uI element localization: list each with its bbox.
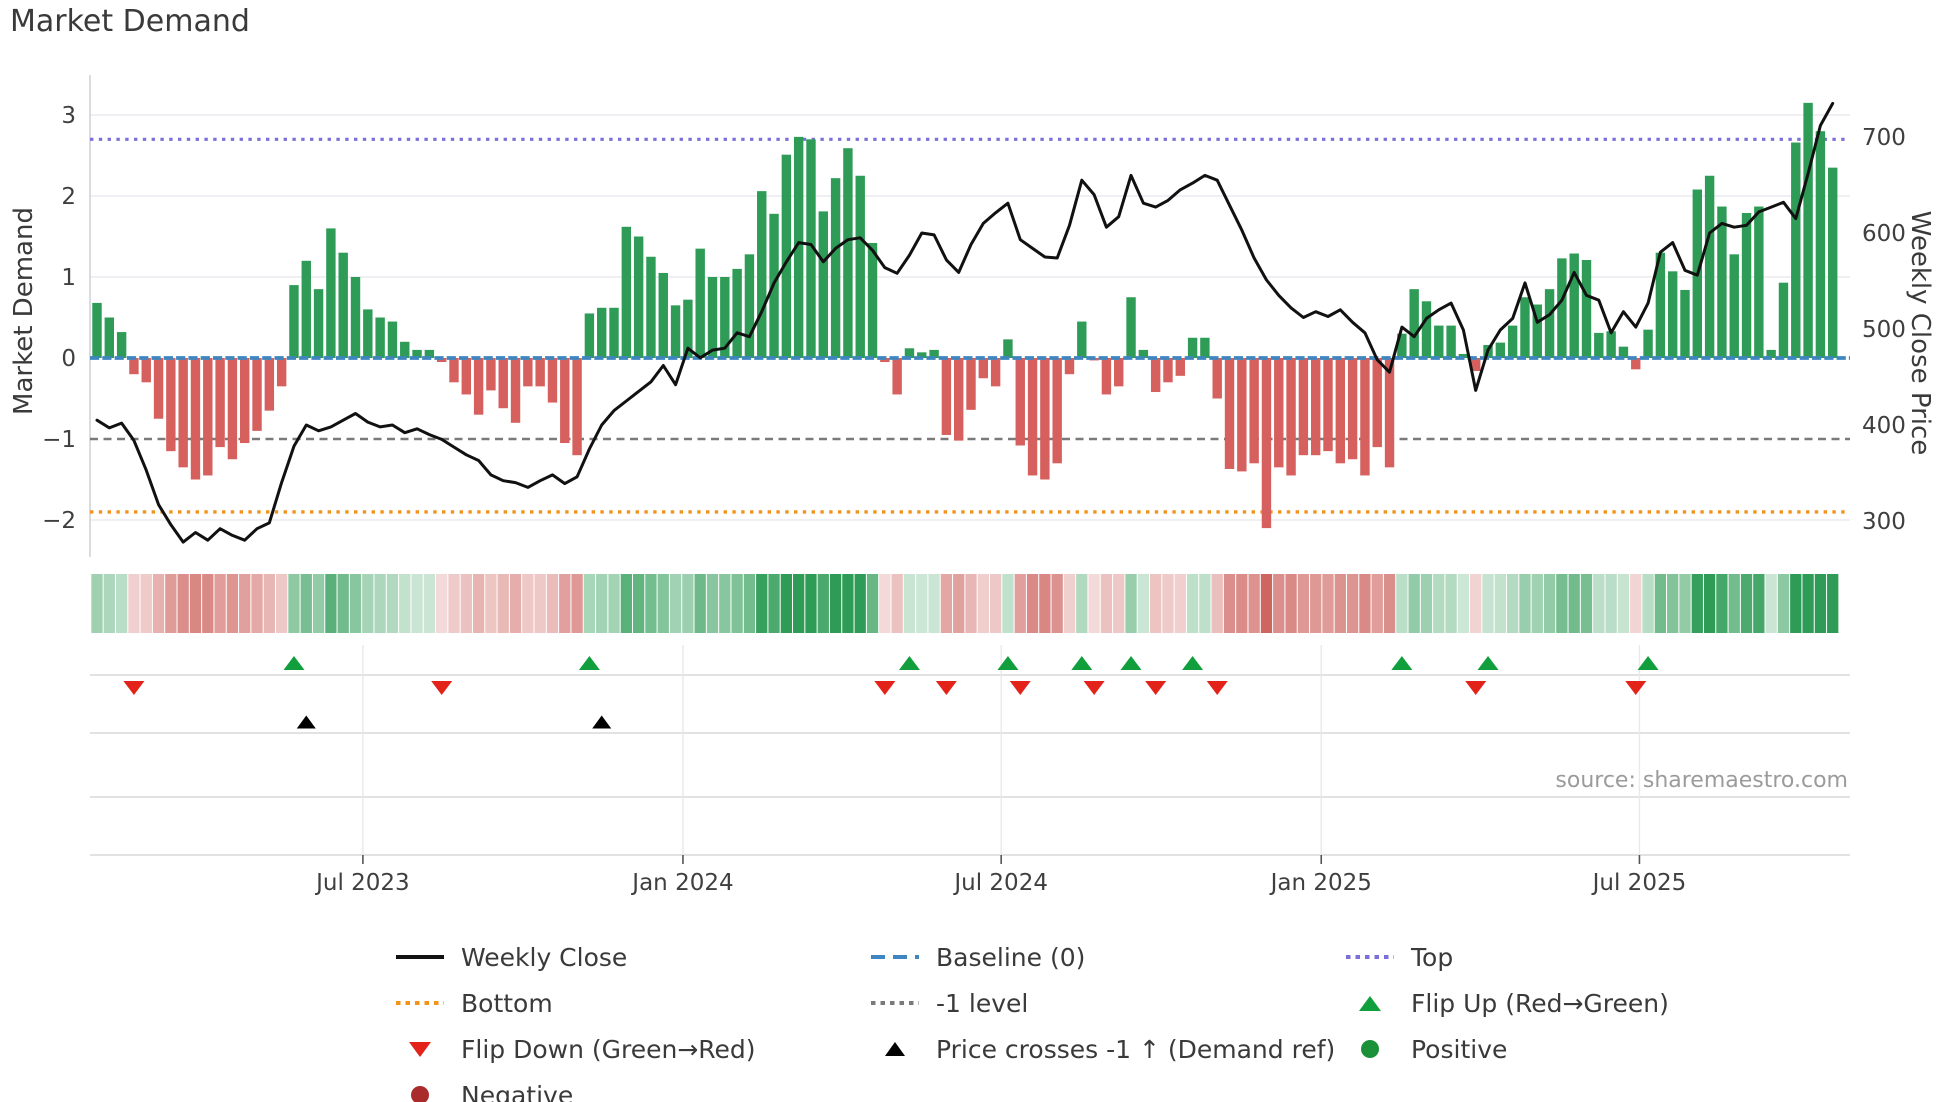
legend-label: Baseline (0) xyxy=(936,942,1086,972)
flip-down-markers xyxy=(123,681,1647,695)
minus1-line-icon xyxy=(871,1000,919,1006)
svg-text:Jan 2025: Jan 2025 xyxy=(1269,870,1372,896)
legend-item-negative: Negative xyxy=(395,1076,573,1102)
flip-down-triangle-icon xyxy=(409,1041,431,1057)
gridlines xyxy=(89,75,1850,856)
legend-label: Flip Down (Green→Red) xyxy=(461,1034,756,1064)
svg-text:Jul 2023: Jul 2023 xyxy=(314,870,410,896)
demand-heatmap-strip xyxy=(91,574,1839,633)
legend-item-weekly-close: Weekly Close xyxy=(395,938,627,976)
legend-item-price-cross: Price crosses -1 ↑ (Demand ref) xyxy=(870,1030,1335,1068)
flip-up-markers xyxy=(283,656,1659,670)
svg-text:1: 1 xyxy=(61,265,76,291)
bottom-line-icon xyxy=(396,1000,444,1006)
svg-text:700: 700 xyxy=(1862,125,1906,151)
svg-text:−2: −2 xyxy=(42,508,76,534)
market-demand-chart: Jul 2023 Jan 2024 Jul 2024 Jan 2025 Jul 2025… xyxy=(42,75,1906,896)
negative-circle-icon xyxy=(411,1086,429,1102)
flip-up-triangle-icon xyxy=(1359,995,1381,1011)
weekly-close-line-icon xyxy=(396,955,444,959)
svg-text:0: 0 xyxy=(61,346,76,372)
legend-label: Price crosses -1 ↑ (Demand ref) xyxy=(936,1034,1336,1064)
demand-bars xyxy=(92,102,1838,529)
svg-text:600: 600 xyxy=(1862,221,1906,247)
legend-item-top: Top xyxy=(1345,938,1453,976)
svg-text:Jan 2024: Jan 2024 xyxy=(630,870,733,896)
legend-item-minus1-level: -1 level xyxy=(870,984,1028,1022)
right-axis-ticks: 700 600 500 400 300 xyxy=(1862,125,1906,535)
right-axis-title: Weekly Close Price xyxy=(1905,210,1935,456)
svg-text:500: 500 xyxy=(1862,317,1906,343)
legend-item-flip-down: Flip Down (Green→Red) xyxy=(395,1030,756,1068)
reference-lines xyxy=(90,137,1850,514)
svg-text:Jul 2024: Jul 2024 xyxy=(952,870,1048,896)
price-cross-markers xyxy=(296,715,612,729)
svg-text:300: 300 xyxy=(1862,509,1906,535)
price-cross-triangle-icon xyxy=(885,1042,905,1056)
positive-circle-icon xyxy=(1361,1040,1379,1058)
left-axis-ticks: 3 2 1 0 −1 −2 xyxy=(42,103,76,534)
left-axis-title: Market Demand xyxy=(9,207,39,415)
legend-label: Weekly Close xyxy=(461,942,628,972)
legend-item-positive: Positive xyxy=(1345,1030,1507,1068)
svg-text:2: 2 xyxy=(61,184,76,210)
source-caption: source: sharemaestro.com xyxy=(1555,768,1848,793)
legend-item-bottom: Bottom xyxy=(395,984,553,1022)
svg-text:−1: −1 xyxy=(42,427,76,453)
svg-text:Jul 2025: Jul 2025 xyxy=(1591,870,1687,896)
legend-label: -1 level xyxy=(936,988,1029,1018)
legend-label: Negative xyxy=(461,1080,574,1102)
legend-label: Positive xyxy=(1411,1034,1508,1064)
price-line xyxy=(95,101,1835,544)
svg-text:3: 3 xyxy=(61,103,76,129)
page-title: Market Demand xyxy=(10,4,250,39)
legend-label: Flip Up (Red→Green) xyxy=(1411,988,1669,1018)
baseline-line-icon xyxy=(871,954,919,960)
x-axis-ticks: Jul 2023 Jan 2024 Jul 2024 Jan 2025 Jul 2025 xyxy=(314,855,1686,896)
legend-label: Top xyxy=(1411,942,1454,972)
svg-text:400: 400 xyxy=(1862,413,1906,439)
legend-item-flip-up: Flip Up (Red→Green) xyxy=(1345,984,1669,1022)
top-line-icon xyxy=(1346,954,1394,960)
legend-label: Bottom xyxy=(461,988,553,1018)
legend-item-baseline: Baseline (0) xyxy=(870,938,1085,976)
